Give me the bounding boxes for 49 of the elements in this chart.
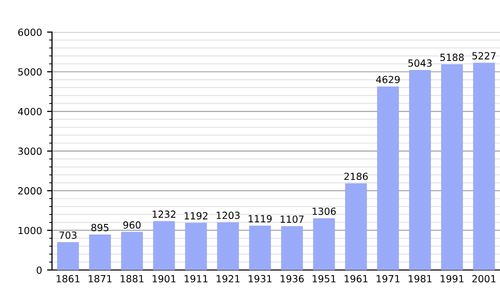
- x-tick-label: 1961: [344, 275, 368, 282]
- data-label: 960: [123, 221, 141, 229]
- x-tick-label: 1911: [184, 275, 208, 282]
- x-tick-label: 1936: [280, 275, 304, 282]
- x-tick-label: 1921: [216, 275, 240, 282]
- data-label: 895: [91, 224, 108, 232]
- data-label: 5188: [440, 54, 464, 62]
- x-tick-label: 2001: [472, 275, 496, 282]
- bar: [473, 62, 495, 270]
- data-label: 1306: [312, 208, 336, 215]
- y-tick-label: 4000: [18, 108, 42, 116]
- bar: [57, 242, 79, 270]
- data-label: 1107: [280, 215, 304, 223]
- data-label: 5227: [472, 52, 496, 60]
- x-tick-label: 1901: [152, 275, 176, 282]
- x-tick-label: 1931: [248, 275, 272, 282]
- bar: [377, 86, 399, 270]
- bar: [281, 226, 303, 270]
- bar: [313, 218, 335, 270]
- x-tick-label: 1871: [88, 275, 112, 282]
- bar: [185, 222, 207, 270]
- x-tick-label: 1981: [408, 275, 432, 282]
- y-tick-label: 1000: [18, 226, 42, 234]
- bar: [249, 226, 271, 270]
- data-label: 1192: [184, 212, 208, 220]
- x-tick-label: 1861: [56, 275, 80, 282]
- bar: [409, 70, 431, 270]
- bar: [121, 232, 143, 270]
- data-label: 1232: [152, 210, 176, 218]
- data-label: 5043: [408, 59, 432, 67]
- bar: [345, 183, 367, 270]
- data-label: 2186: [344, 172, 368, 180]
- bar: [153, 221, 175, 270]
- x-tick-label: 1991: [440, 275, 464, 282]
- y-tick-label: 6000: [18, 28, 42, 36]
- x-tick-label: 1971: [376, 275, 400, 282]
- y-tick-label: 5000: [18, 68, 42, 76]
- y-tick-label: 3000: [18, 148, 42, 155]
- x-tick-label: 1951: [312, 275, 336, 282]
- data-label: 1119: [248, 215, 272, 222]
- x-tick-label: 1881: [120, 275, 144, 282]
- data-label: 703: [60, 232, 76, 239]
- bar: [441, 64, 463, 270]
- y-tick-label: 2000: [18, 187, 42, 195]
- y-tick-label: 0: [36, 266, 42, 274]
- bar: [217, 222, 239, 270]
- data-label: 4629: [376, 76, 400, 84]
- data-label: 1203: [216, 212, 240, 220]
- bar: [89, 234, 111, 270]
